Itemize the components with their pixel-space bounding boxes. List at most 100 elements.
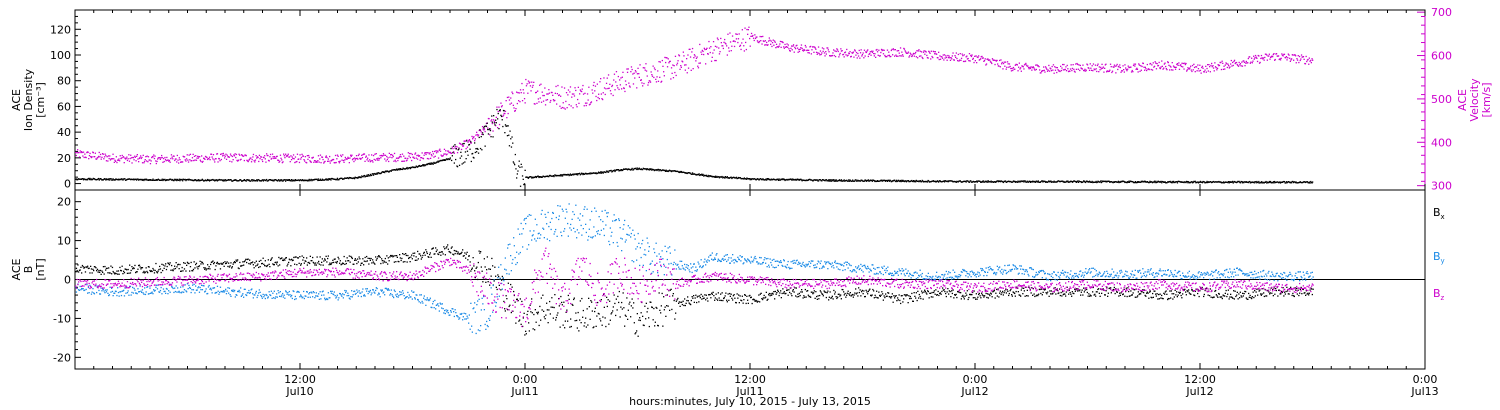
velocity-series-point	[516, 102, 518, 105]
velocity-series-point	[1130, 66, 1132, 68]
series-bx-point	[165, 268, 168, 271]
velocity-series-point	[1220, 68, 1223, 71]
velocity-series-point	[727, 33, 729, 35]
density-series-point	[725, 177, 727, 179]
density-series-point	[95, 179, 97, 181]
velocity-series-point	[1033, 67, 1035, 69]
density-series-point	[1210, 181, 1212, 183]
velocity-series-point	[271, 153, 274, 155]
velocity-series-point	[1250, 61, 1252, 63]
density-series-point	[998, 180, 1000, 182]
velocity-series-point	[670, 67, 673, 69]
series-bx-point	[315, 262, 317, 264]
density-series-point	[782, 178, 784, 181]
density-series-point	[977, 180, 979, 182]
series-bx-point	[88, 267, 90, 269]
series-bx-point	[636, 330, 638, 332]
velocity-series-point	[774, 41, 776, 43]
density-series-point	[740, 178, 742, 180]
series-bx-point	[384, 257, 386, 260]
density-series-point	[1286, 182, 1288, 184]
series-bx-point	[127, 268, 129, 271]
velocity-series-point	[875, 49, 877, 51]
density-series-point	[1168, 181, 1170, 183]
density-series-point	[861, 180, 864, 182]
series-bx-point	[351, 257, 353, 260]
series-bx-point	[687, 296, 689, 298]
series-bx-point	[651, 306, 653, 308]
series-bx-point	[605, 325, 607, 328]
velocity-series-point	[680, 65, 682, 67]
velocity-series-point	[1234, 62, 1236, 65]
velocity-series-point	[308, 154, 310, 157]
density-series-point	[235, 179, 238, 181]
series-bx-point	[443, 246, 445, 248]
velocity-series-point	[290, 155, 292, 157]
density-series-point	[1153, 181, 1155, 183]
series-bx-point	[418, 253, 420, 255]
density-series-point	[752, 178, 755, 180]
density-series-point	[518, 160, 520, 162]
series-bx-point	[523, 312, 525, 314]
velocity-series-point	[539, 84, 541, 86]
series-bx-point	[734, 297, 736, 299]
velocity-series-point	[915, 56, 917, 58]
density-series-point	[567, 173, 570, 176]
velocity-series-point	[327, 158, 329, 160]
velocity-series-point	[185, 160, 187, 162]
density-series-point	[162, 178, 165, 181]
density-series-point	[734, 177, 736, 179]
density-series-point	[1292, 180, 1294, 183]
velocity-series-point	[172, 158, 174, 160]
velocity-series-point	[147, 161, 149, 163]
velocity-series-point	[644, 69, 646, 71]
series-bx-point	[792, 289, 794, 291]
density-series-point	[1043, 180, 1045, 183]
density-series-point	[635, 167, 637, 169]
density-series-point	[1231, 181, 1233, 183]
density-series-point	[493, 122, 495, 124]
series-bx-point	[700, 293, 702, 296]
velocity-series-point	[896, 55, 898, 57]
velocity-series-point	[887, 54, 889, 57]
series-bx-point	[613, 294, 615, 296]
series-bx-point	[666, 305, 668, 307]
density-series-point	[1079, 181, 1081, 183]
velocity-series-point	[357, 154, 360, 157]
velocity-series-point	[985, 64, 987, 66]
density-series-point	[995, 181, 997, 183]
velocity-series-point	[917, 50, 919, 52]
series-bx-point	[719, 299, 721, 301]
velocity-series-point	[489, 128, 492, 130]
velocity-series-point	[252, 153, 255, 156]
series-bx-point	[381, 260, 383, 262]
density-series-point	[581, 172, 583, 175]
velocity-series-point	[748, 26, 750, 28]
density-series-point	[206, 179, 208, 182]
density-series-point	[480, 136, 482, 138]
velocity-series-point	[395, 160, 397, 163]
velocity-series-point	[650, 71, 652, 73]
velocity-series-point	[807, 52, 809, 54]
velocity-series-point	[126, 159, 129, 162]
series-bx-point	[128, 272, 130, 274]
velocity-series-point	[407, 157, 409, 160]
velocity-series-point	[760, 36, 763, 38]
density-series-point	[243, 179, 245, 182]
series-bx-point	[516, 298, 518, 300]
velocity-series-point	[439, 150, 442, 152]
velocity-series-point	[206, 156, 208, 159]
density-series-point	[216, 179, 218, 181]
density-series-point	[884, 180, 887, 182]
velocity-series-point	[1215, 67, 1217, 69]
velocity-series-point	[138, 157, 140, 160]
density-series-point	[105, 178, 108, 180]
series-bx-point	[522, 325, 524, 328]
density-series-point	[1073, 180, 1076, 182]
velocity-series-point	[957, 60, 959, 62]
density-series-point	[1071, 180, 1073, 183]
series-bx-point	[720, 299, 722, 302]
series-bx-point	[156, 272, 159, 274]
velocity-series-point	[1195, 66, 1197, 68]
density-series-point	[817, 180, 820, 182]
